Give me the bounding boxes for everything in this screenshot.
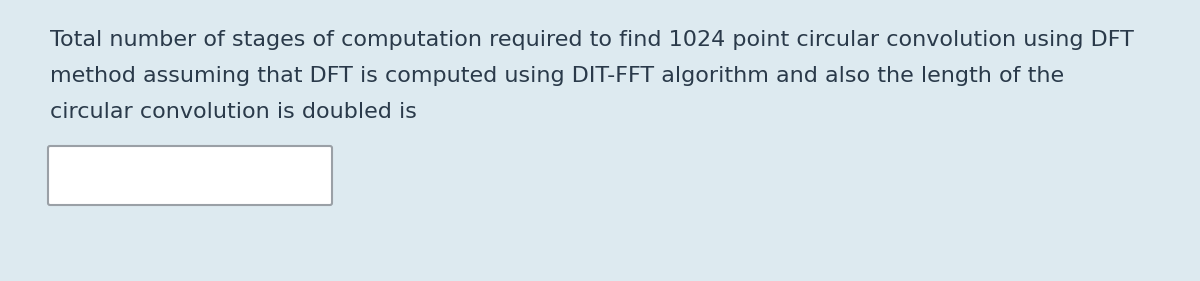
Text: circular convolution is doubled is: circular convolution is doubled is (50, 102, 416, 122)
Text: method assuming that DFT is computed using DIT-FFT algorithm and also the length: method assuming that DFT is computed usi… (50, 66, 1064, 86)
Text: Total number of stages of computation required to find 1024 point circular convo: Total number of stages of computation re… (50, 30, 1134, 50)
FancyBboxPatch shape (48, 146, 332, 205)
